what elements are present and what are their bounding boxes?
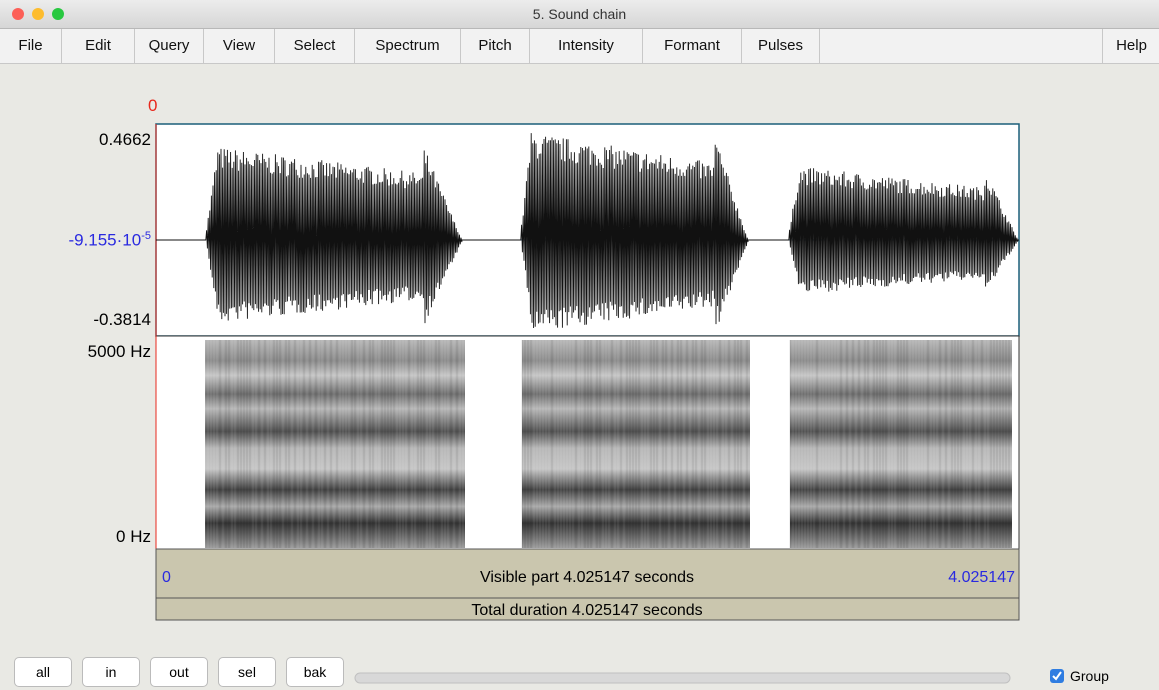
group-label: Group bbox=[1070, 668, 1109, 684]
scrollbar[interactable] bbox=[355, 673, 1010, 683]
visible-part-text: Visible part 4.025147 seconds bbox=[480, 569, 694, 586]
sound-editor-window: 5. Sound chain FileEditQueryViewSelectSp… bbox=[0, 0, 1159, 690]
visible-start: 0 bbox=[162, 569, 171, 586]
spectrogram bbox=[205, 340, 1012, 548]
zoom-button[interactable]: in bbox=[82, 657, 140, 687]
zoom-button[interactable]: sel bbox=[218, 657, 276, 687]
zoom-button[interactable]: out bbox=[150, 657, 208, 687]
zoom-button[interactable]: all bbox=[14, 657, 72, 687]
signal-views: 0 Visible part 4.025147 seconds 4.025147… bbox=[0, 0, 1159, 690]
visible-end: 4.025147 bbox=[948, 569, 1015, 586]
total-duration-text: Total duration 4.025147 seconds bbox=[471, 602, 702, 619]
zoom-button[interactable]: bak bbox=[286, 657, 344, 687]
